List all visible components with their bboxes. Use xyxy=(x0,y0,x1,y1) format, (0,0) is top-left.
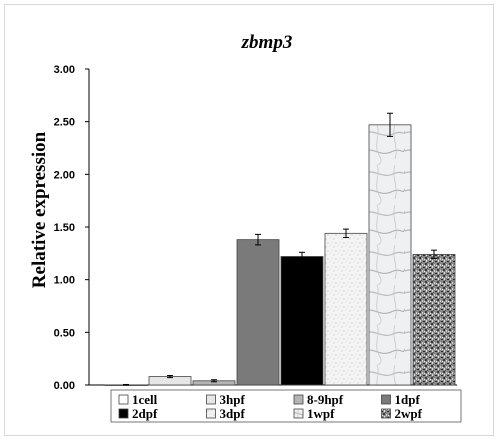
legend: 1cell 3hpf 8-9hpf 1dpf 2dpf 3dpf 1wpf 2wpf xyxy=(110,389,462,423)
legend-swatch xyxy=(206,408,216,419)
legend-item-3hpf: 3hpf xyxy=(206,392,246,407)
bar-2dpf xyxy=(280,256,324,386)
y-tick-label: 1.50 xyxy=(54,222,75,234)
chart-frame: zbmp3 Relative expression 0.00 0.50 1.00 1.… xyxy=(4,4,494,436)
legend-swatch xyxy=(381,408,391,419)
legend-label: 3dpf xyxy=(220,406,246,421)
legend-label: 2dpf xyxy=(132,406,158,421)
y-tick-label: 1.00 xyxy=(54,275,75,287)
bar-1dpf xyxy=(236,239,280,386)
bar-1wpf xyxy=(368,124,412,386)
legend-swatch xyxy=(118,394,129,405)
error-bar-2dpf xyxy=(299,251,305,262)
bar-3dpf xyxy=(324,232,368,386)
legend-box xyxy=(110,389,462,423)
legend-swatch xyxy=(381,394,391,405)
legend-label: 8-9hpf xyxy=(307,392,344,407)
error-bar-1dpf xyxy=(255,233,261,246)
error-bar-3hpf xyxy=(167,375,173,379)
legend-label: 2wpf xyxy=(395,406,423,421)
bars xyxy=(104,112,456,386)
legend-item-3dpf: 3dpf xyxy=(206,406,246,421)
legend-item-2dpf: 2dpf xyxy=(118,406,158,421)
legend-label: 1wpf xyxy=(307,406,335,421)
legend-item-8-9hpf: 8-9hpf xyxy=(293,392,344,407)
error-bar-2wpf xyxy=(431,249,437,260)
legend-swatch xyxy=(293,408,304,419)
legend-item-1dpf: 1dpf xyxy=(381,392,421,407)
y-tick-label: 2.00 xyxy=(54,169,75,181)
legend-swatch xyxy=(293,394,304,405)
error-bar-8-9hpf xyxy=(211,379,217,383)
legend-item-1cell: 1cell xyxy=(118,392,158,407)
y-tick-label: 3.00 xyxy=(54,64,75,76)
bar-chart: zbmp3 Relative expression 0.00 0.50 1.00 1.… xyxy=(29,32,462,423)
chart-title: zbmp3 xyxy=(241,32,293,53)
legend-swatch xyxy=(206,394,216,405)
error-bar-1wpf xyxy=(387,112,393,137)
legend-item-2wpf: 2wpf xyxy=(381,406,423,421)
legend-swatch xyxy=(118,408,129,419)
error-bar-1cell xyxy=(123,383,129,386)
error-bar-3dpf xyxy=(343,228,349,239)
bar-2wpf xyxy=(412,253,456,386)
y-tick-label: 0.00 xyxy=(54,380,75,392)
legend-label: 3hpf xyxy=(220,392,246,407)
legend-item-1wpf: 1wpf xyxy=(293,406,335,421)
y-tick-label: 2.50 xyxy=(54,117,75,129)
y-tick-label: 0.50 xyxy=(54,327,75,339)
legend-label: 1dpf xyxy=(395,392,421,407)
y-axis-label: Relative expression xyxy=(29,131,50,288)
legend-label: 1cell xyxy=(132,392,158,407)
